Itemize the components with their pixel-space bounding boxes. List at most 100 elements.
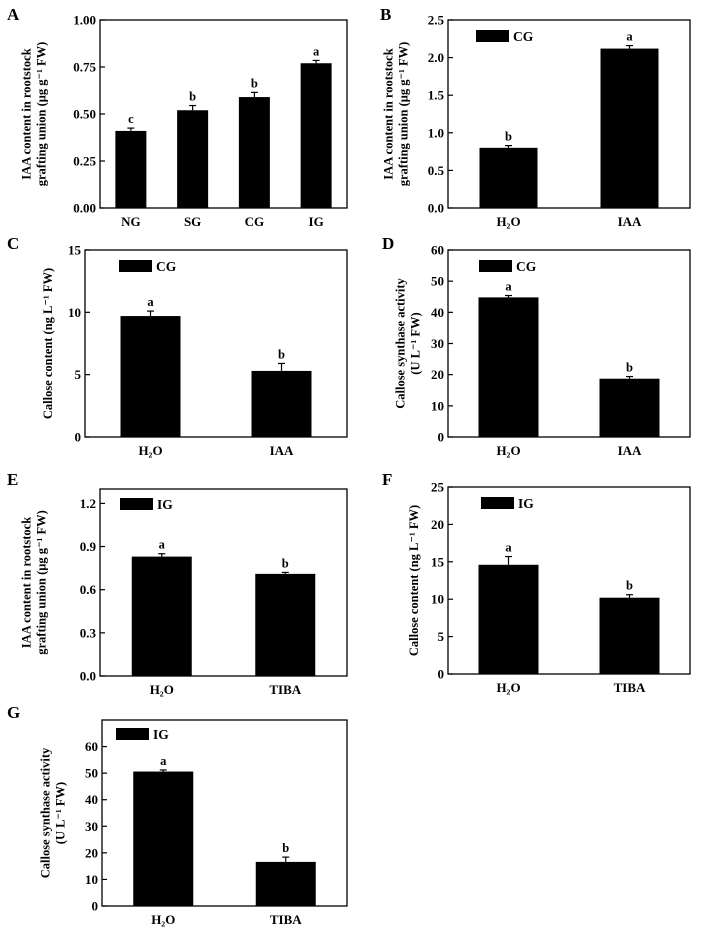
legend-swatch (120, 498, 153, 510)
bar (300, 63, 332, 208)
bar (478, 564, 539, 674)
panel-letter: G (7, 703, 20, 722)
y-tick-label: 0.0 (80, 669, 96, 684)
chart-panel-c: C 0 5 10 15 a H₂O b IAA Callose content (ng L⁻¹ F… (7, 234, 348, 458)
significance-letter: b (189, 90, 196, 104)
x-category-label: H₂O (150, 682, 174, 697)
y-tick-label: 0 (75, 430, 82, 445)
legend-label: CG (156, 259, 177, 274)
significance-letter: b (626, 361, 633, 375)
bar (478, 297, 539, 437)
significance-letter: b (505, 130, 512, 144)
y-axis-label: IAA content in rootstock (20, 517, 34, 648)
y-tick-label: 10 (85, 872, 98, 887)
y-tick-label: 30 (85, 819, 98, 834)
x-category-label: H₂O (138, 443, 162, 458)
significance-letter: c (128, 112, 134, 126)
significance-letter: b (278, 347, 285, 361)
significance-letter: b (251, 76, 258, 90)
panel-letter: C (7, 234, 19, 253)
significance-letter: a (313, 44, 320, 58)
legend-label: CG (516, 259, 537, 274)
bar (115, 130, 147, 208)
y-tick-label: 10 (68, 305, 81, 320)
significance-letter: a (147, 295, 154, 309)
chart-panel-b: B 0.0 0.5 1.0 1.5 2.0 2.5 b H₂O a IAA IAA content i… (380, 5, 691, 229)
y-tick-label: 2.0 (428, 50, 444, 65)
bar (133, 771, 194, 906)
y-axis-label: grafting union (μg g⁻¹ FW) (35, 510, 49, 655)
x-category-label: NG (121, 214, 141, 229)
y-axis-label: IAA content in rootstock (382, 48, 396, 179)
significance-letter: a (505, 541, 512, 555)
y-tick-label: 0.25 (73, 154, 96, 169)
x-category-label: IG (309, 214, 324, 229)
y-tick-label: 60 (431, 243, 444, 258)
y-tick-label: 15 (431, 554, 445, 569)
y-tick-label: 10 (431, 398, 444, 413)
y-axis-label: Callose content (ng L⁻¹ FW) (407, 505, 421, 656)
y-tick-label: 1.5 (428, 88, 445, 103)
bar (177, 110, 209, 208)
x-category-label: H₂O (496, 443, 520, 458)
panel-letter: B (380, 5, 391, 24)
y-tick-label: 30 (431, 336, 444, 351)
x-category-label: H₂O (151, 912, 175, 927)
bar (120, 316, 181, 437)
y-tick-label: 20 (431, 517, 444, 532)
y-axis-label: Callose synthase activity (394, 277, 408, 408)
chart-panel-e: E 0.0 0.3 0.6 0.9 1.2 a H₂O b TIBA IAA content in … (7, 470, 348, 697)
plot-frame (101, 719, 348, 907)
y-tick-label: 20 (85, 845, 98, 860)
bar (479, 147, 538, 208)
y-tick-label: 5 (75, 367, 82, 382)
y-tick-label: 5 (438, 629, 445, 644)
y-tick-label: 40 (85, 792, 98, 807)
y-tick-label: 1.00 (73, 13, 96, 28)
x-category-label: IAA (618, 443, 642, 458)
y-axis-label: (U L⁻¹ FW) (54, 782, 68, 844)
panel-letter: A (7, 5, 20, 24)
chart-panel-a: A 0.00 0.25 0.50 0.75 1.00 c NG b SG b CG a IG IAA con… (7, 5, 348, 229)
chart-panel-d: D 0 10 20 30 40 50 60 a H₂O b IAA Callose synthase a… (382, 234, 691, 458)
bar (238, 97, 270, 208)
y-tick-label: 0 (438, 667, 445, 682)
panel-letter: D (382, 234, 394, 253)
legend-swatch (476, 30, 509, 42)
y-tick-label: 0.6 (80, 582, 97, 597)
y-tick-label: 1.2 (80, 496, 96, 511)
bar (131, 556, 192, 676)
significance-letter: b (626, 579, 633, 593)
y-tick-label: 0.9 (80, 539, 97, 554)
y-tick-label: 2.5 (428, 13, 445, 28)
significance-letter: a (626, 30, 633, 44)
bar (251, 370, 312, 437)
significance-letter: a (505, 280, 512, 294)
x-category-label: IAA (270, 443, 294, 458)
y-tick-label: 20 (431, 367, 444, 382)
plot-frame (84, 249, 348, 438)
x-category-label: H₂O (496, 214, 520, 229)
legend-label: IG (518, 496, 534, 511)
bar (600, 48, 659, 208)
significance-letter: a (160, 754, 167, 768)
x-category-label: SG (184, 214, 201, 229)
bar (599, 378, 660, 437)
bar (255, 573, 316, 676)
significance-letter: b (282, 841, 289, 855)
legend-swatch (479, 260, 512, 272)
y-tick-label: 50 (431, 274, 444, 289)
y-tick-label: 1.0 (428, 125, 444, 140)
y-tick-label: 0.50 (73, 107, 96, 122)
y-axis-label: Callose content (ng L⁻¹ FW) (41, 268, 55, 419)
x-category-label: CG (245, 214, 265, 229)
chart-panel-g: G 0 10 20 30 40 50 60 a H₂O b TIBA Callose synthase … (7, 703, 348, 927)
x-category-label: IAA (618, 214, 642, 229)
y-tick-label: 0.00 (73, 201, 96, 216)
y-tick-label: 40 (431, 305, 444, 320)
legend-label: IG (157, 497, 173, 512)
y-axis-label: (U L⁻¹ FW) (409, 312, 423, 374)
y-tick-label: 0 (438, 430, 445, 445)
x-category-label: TIBA (269, 682, 301, 697)
y-tick-label: 0.75 (73, 60, 96, 75)
